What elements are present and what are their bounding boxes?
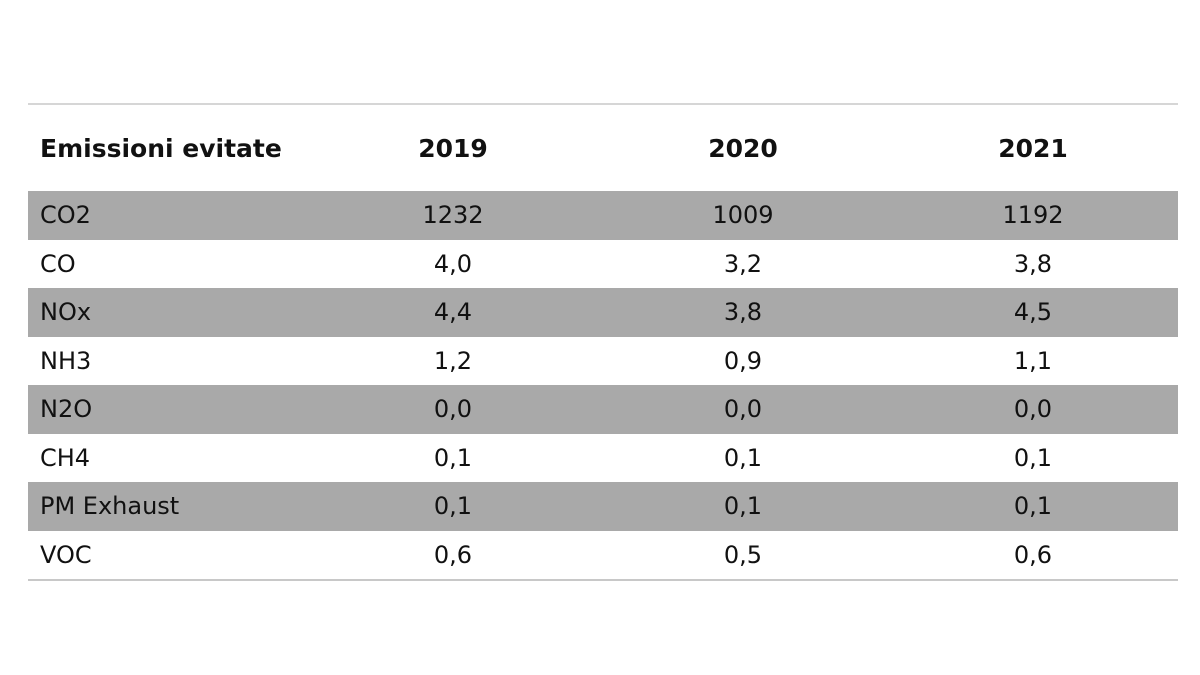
table-row: NOx 4,4 3,8 4,5: [28, 288, 1178, 337]
table-row: PM Exhaust 0,1 0,1 0,1: [28, 482, 1178, 531]
table-top-rule: [28, 103, 1178, 105]
row-label: CO2: [28, 191, 308, 240]
row-label: VOC: [40, 540, 92, 569]
cell-value: 0,1: [723, 443, 763, 472]
row-label: CH4: [40, 443, 91, 472]
emissions-table: Emissioni evitate 2019 2020 2021 CO2 1232…: [28, 105, 1178, 579]
cell-value: 4,0: [433, 249, 473, 278]
cell-value: 0,0: [308, 385, 598, 434]
table-row: CH4 0,1 0,1 0,1: [28, 434, 1178, 483]
cell-value: 1232: [308, 191, 598, 240]
header-2021: 2021: [998, 133, 1068, 163]
table-row: VOC 0,6 0,5 0,6: [28, 531, 1178, 580]
row-label: NOx: [28, 288, 308, 337]
cell-value: 0,1: [433, 443, 473, 472]
table-header-row: Emissioni evitate 2019 2020 2021: [28, 105, 1178, 191]
cell-value: 4,5: [888, 288, 1178, 337]
row-label: CO: [40, 249, 76, 278]
emissions-table-container: Emissioni evitate 2019 2020 2021 CO2 1232…: [28, 103, 1178, 581]
header-label: Emissioni evitate: [40, 133, 282, 163]
cell-value: 0,0: [598, 385, 888, 434]
cell-value: 0,0: [888, 385, 1178, 434]
cell-value: 0,1: [1013, 443, 1053, 472]
cell-value: 0,1: [598, 482, 888, 531]
table-row: NH3 1,2 0,9 1,1: [28, 337, 1178, 386]
row-label: N2O: [28, 385, 308, 434]
cell-value: 1009: [598, 191, 888, 240]
table-row: N2O 0,0 0,0 0,0: [28, 385, 1178, 434]
cell-value: 3,2: [723, 249, 763, 278]
cell-value: 0,5: [723, 540, 763, 569]
cell-value: 3,8: [1013, 249, 1053, 278]
table-bottom-rule: [28, 579, 1178, 581]
cell-value: 0,1: [888, 482, 1178, 531]
cell-value: 1,2: [433, 346, 473, 375]
table-row: CO 4,0 3,2 3,8: [28, 240, 1178, 289]
cell-value: 3,8: [598, 288, 888, 337]
cell-value: 1,1: [1013, 346, 1053, 375]
cell-value: 4,4: [308, 288, 598, 337]
row-label: PM Exhaust: [28, 482, 308, 531]
cell-value: 0,1: [308, 482, 598, 531]
cell-value: 0,6: [433, 540, 473, 569]
cell-value: 1192: [888, 191, 1178, 240]
table-row: CO2 1232 1009 1192: [28, 191, 1178, 240]
row-label: NH3: [40, 346, 92, 375]
cell-value: 0,6: [1013, 540, 1053, 569]
cell-value: 0,9: [723, 346, 763, 375]
table-body: CO2 1232 1009 1192 CO 4,0 3,2 3,8 NOx 4,4 3,8 4,5 NH…: [28, 191, 1178, 579]
header-2020: 2020: [708, 133, 778, 163]
header-2019: 2019: [418, 133, 488, 163]
